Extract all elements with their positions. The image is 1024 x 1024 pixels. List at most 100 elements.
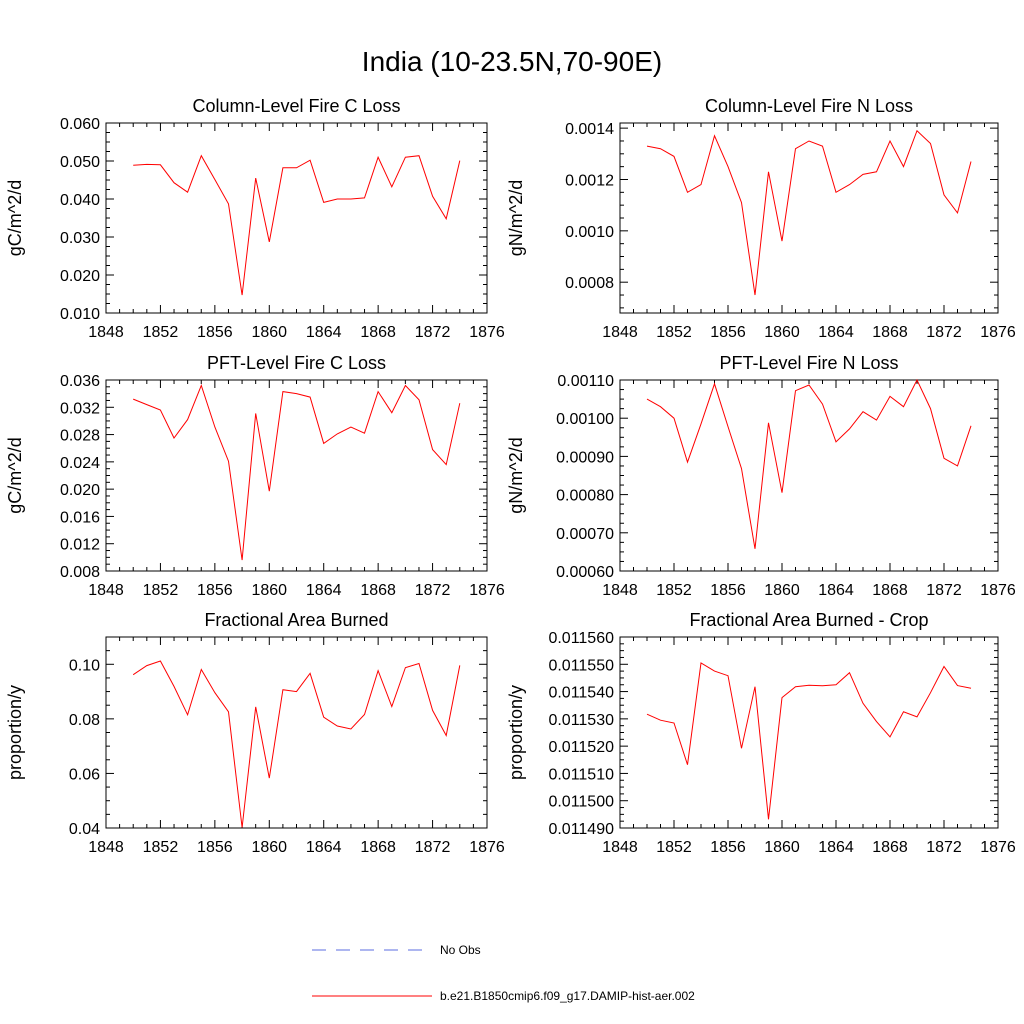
x-tick-label: 1868: [872, 839, 908, 856]
y-tick-label: 0.010: [60, 306, 100, 323]
x-tick-label: 1876: [469, 324, 505, 341]
x-tick-label: 1864: [306, 839, 342, 856]
y-tick-label: 0.011560: [548, 630, 614, 647]
y-tick-label: 0.0010: [565, 224, 614, 241]
x-tick-label: 1872: [926, 324, 962, 341]
y-tick-label: 0.020: [60, 268, 100, 285]
y-tick-label: 0.016: [60, 509, 100, 526]
y-tick-label: 0.050: [60, 154, 100, 171]
x-tick-label: 1852: [143, 582, 179, 599]
x-tick-label: 1848: [88, 839, 124, 856]
y-tick-label: 0.030: [60, 230, 100, 247]
y-tick-label: 0.032: [60, 400, 100, 417]
x-tick-label: 1852: [143, 839, 179, 856]
x-tick-label: 1848: [88, 324, 124, 341]
y-axis-label: gN/m^2/d: [506, 180, 526, 256]
x-tick-label: 1868: [872, 582, 908, 599]
x-tick-label: 1876: [980, 582, 1016, 599]
y-tick-label: 0.0014: [565, 121, 614, 138]
y-tick-label: 0.011500: [548, 794, 614, 811]
series-line: [646, 378, 972, 549]
series-line: [132, 660, 461, 828]
x-tick-label: 1856: [710, 324, 746, 341]
chart-panel-3: PFT-Level Fire C Loss gC/m^2/d 1848 1852 185…: [5, 353, 505, 599]
y-axis-label: proportion/y: [5, 685, 25, 780]
y-tick-label: 0.024: [60, 455, 100, 472]
y-tick-label: 0.011540: [548, 685, 614, 702]
panel-title: PFT-Level Fire N Loss: [719, 353, 898, 373]
y-tick-label: 0.00090: [556, 449, 614, 466]
x-tick-label: 1852: [656, 582, 692, 599]
panel-title: Column-Level Fire C Loss: [192, 96, 400, 116]
x-tick-label: 1864: [306, 324, 342, 341]
panel-title: Fractional Area Burned - Crop: [689, 610, 928, 630]
x-tick-label: 1860: [764, 324, 800, 341]
y-tick-label: 0.00110: [557, 373, 614, 390]
legend-entry-model-run: b.e21.B1850cmip6.f09_g17.DAMIP-hist-aer.…: [312, 989, 695, 1003]
chart-panel-4: PFT-Level Fire N Loss gN/m^2/d 1848 1852 185…: [506, 353, 1016, 599]
y-tick-label: 0.0012: [565, 172, 614, 189]
plot-frame: [105, 379, 488, 572]
series-line: [646, 662, 972, 820]
y-axis-label: proportion/y: [506, 685, 526, 780]
x-tick-label: 1876: [980, 839, 1016, 856]
x-tick-label: 1872: [415, 324, 451, 341]
plot-frame: [619, 122, 999, 314]
y-tick-label: 0.011530: [548, 712, 614, 729]
y-tick-label: 0.028: [60, 428, 100, 445]
x-tick-label: 1860: [251, 582, 287, 599]
y-tick-label: 0.008: [60, 564, 100, 581]
x-tick-label: 1868: [360, 839, 396, 856]
panel-title: Fractional Area Burned: [204, 610, 388, 630]
y-tick-label: 0.012: [60, 537, 100, 554]
y-tick-label: 0.020: [60, 482, 100, 499]
page-title: India (10-23.5N,70-90E): [361, 46, 663, 77]
y-tick-label: 0.06: [69, 766, 100, 783]
y-tick-label: 0.10: [69, 657, 100, 674]
x-tick-label: 1856: [197, 582, 233, 599]
y-axis-label: gC/m^2/d: [5, 437, 25, 513]
x-tick-label: 1876: [980, 324, 1016, 341]
x-tick-label: 1852: [143, 324, 179, 341]
chart-panel-6: Fractional Area Burned - Crop proportion/…: [506, 610, 1016, 856]
y-tick-label: 0.040: [60, 192, 100, 209]
y-axis-label: gN/m^2/d: [506, 437, 526, 513]
y-tick-label: 0.00060: [556, 564, 614, 581]
legend-entry-no-obs: No Obs: [312, 943, 481, 957]
y-tick-label: 0.060: [60, 116, 100, 133]
y-tick-label: 0.011550: [548, 657, 614, 674]
x-tick-label: 1872: [415, 839, 451, 856]
x-tick-label: 1860: [251, 324, 287, 341]
x-tick-label: 1864: [818, 839, 854, 856]
y-tick-label: 0.04: [69, 821, 100, 838]
series-line: [133, 154, 461, 296]
x-tick-label: 1848: [602, 582, 638, 599]
legend: No Obs b.e21.B1850cmip6.f09_g17.DAMIP-hi…: [312, 943, 695, 1003]
x-tick-label: 1876: [469, 839, 505, 856]
x-tick-label: 1868: [360, 582, 396, 599]
y-tick-label: 0.08: [69, 712, 100, 729]
panel-grid: Column-Level Fire C Loss gC/m^2/d 1848 1852…: [5, 96, 1016, 856]
y-tick-label: 0.00080: [556, 488, 614, 505]
x-tick-label: 1856: [710, 582, 746, 599]
x-tick-label: 1864: [818, 324, 854, 341]
x-tick-label: 1848: [602, 839, 638, 856]
plot-frame: [105, 122, 488, 314]
series-line: [646, 129, 972, 296]
panel-title: PFT-Level Fire C Loss: [207, 353, 386, 373]
y-tick-label: 0.011510: [548, 766, 614, 783]
panel-title: Column-Level Fire N Loss: [705, 96, 913, 116]
chart-panel-1: Column-Level Fire C Loss gC/m^2/d 1848 1852…: [5, 96, 505, 341]
x-tick-label: 1868: [360, 324, 396, 341]
x-tick-label: 1856: [710, 839, 746, 856]
x-tick-label: 1872: [415, 582, 451, 599]
x-tick-label: 1876: [469, 582, 505, 599]
x-tick-label: 1864: [818, 582, 854, 599]
x-tick-label: 1852: [656, 839, 692, 856]
x-tick-label: 1848: [602, 324, 638, 341]
legend-label-model-run: b.e21.B1850cmip6.f09_g17.DAMIP-hist-aer.…: [440, 989, 695, 1003]
x-tick-label: 1860: [764, 582, 800, 599]
x-tick-label: 1868: [872, 324, 908, 341]
chart-panel-5: Fractional Area Burned proportion/y 1848 18…: [5, 610, 505, 856]
